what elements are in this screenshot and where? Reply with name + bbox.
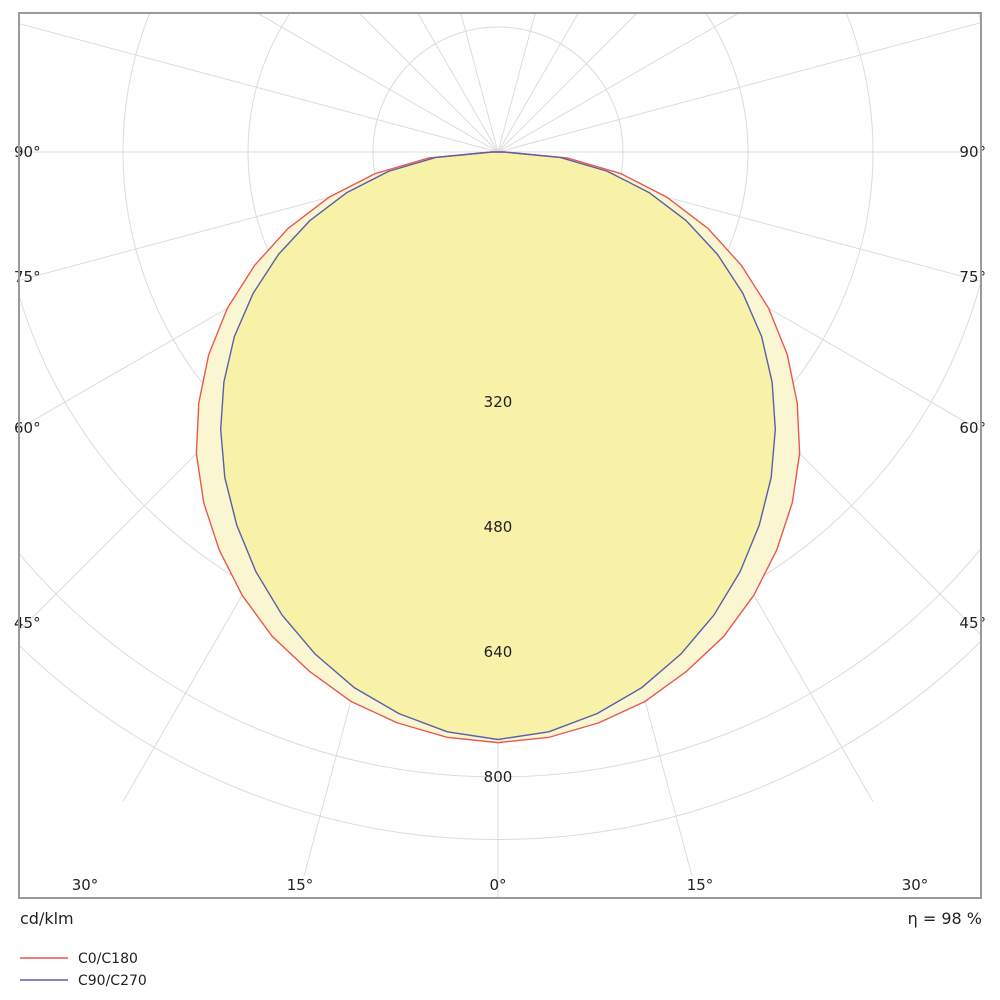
grid-ray	[497, 22, 981, 153]
chart-labels: 320 480 640 800 90° 75° 60° 45° 90° 75° 60° 45° 30° 1…	[14, 143, 986, 894]
legend-label: C90/C270	[78, 973, 147, 989]
radial-tick-label: 800	[484, 768, 513, 786]
radial-tick-label: 320	[484, 393, 513, 411]
grid-ray	[497, 13, 536, 153]
angle-label-left: 75°	[14, 268, 41, 286]
angle-label-bottom: 15°	[287, 876, 314, 894]
angle-label-bottom: 30°	[902, 876, 929, 894]
plot-frame	[18, 12, 982, 899]
efficiency-label: η = 98 %	[908, 909, 982, 928]
grid-ray	[417, 13, 499, 153]
series-line-c90	[219, 151, 777, 741]
grid-ray	[460, 13, 499, 153]
grid-ray	[256, 13, 499, 153]
angle-label-right: 45°	[959, 614, 986, 632]
angle-label-bottom: 15°	[687, 876, 714, 894]
grid-ray	[19, 23, 499, 153]
chart-footer: cd/klm η = 98 % C0/C180 C90/C270	[20, 909, 982, 989]
series-line-c0	[195, 151, 801, 744]
chart-frame	[18, 12, 982, 899]
angle-label-left: 60°	[14, 419, 41, 437]
angle-label-left: 45°	[14, 614, 41, 632]
grid-ray	[497, 13, 579, 153]
series-fill-c90	[220, 152, 776, 740]
angle-label-bottom: 0°	[489, 876, 506, 894]
angle-label-bottom: 30°	[72, 876, 99, 894]
radial-tick-label: 480	[484, 518, 513, 536]
legend-label: C0/C180	[78, 951, 138, 967]
grid-ray	[497, 13, 740, 153]
angle-label-left: 90°	[14, 143, 41, 161]
angle-label-right: 60°	[959, 419, 986, 437]
angle-label-right: 75°	[959, 268, 986, 286]
radial-tick-label: 640	[484, 643, 513, 661]
unit-label: cd/klm	[20, 909, 74, 928]
chart-curves	[195, 151, 801, 744]
angle-label-right: 90°	[959, 143, 986, 161]
grid-ray	[497, 13, 638, 153]
grid-ray	[358, 13, 499, 153]
